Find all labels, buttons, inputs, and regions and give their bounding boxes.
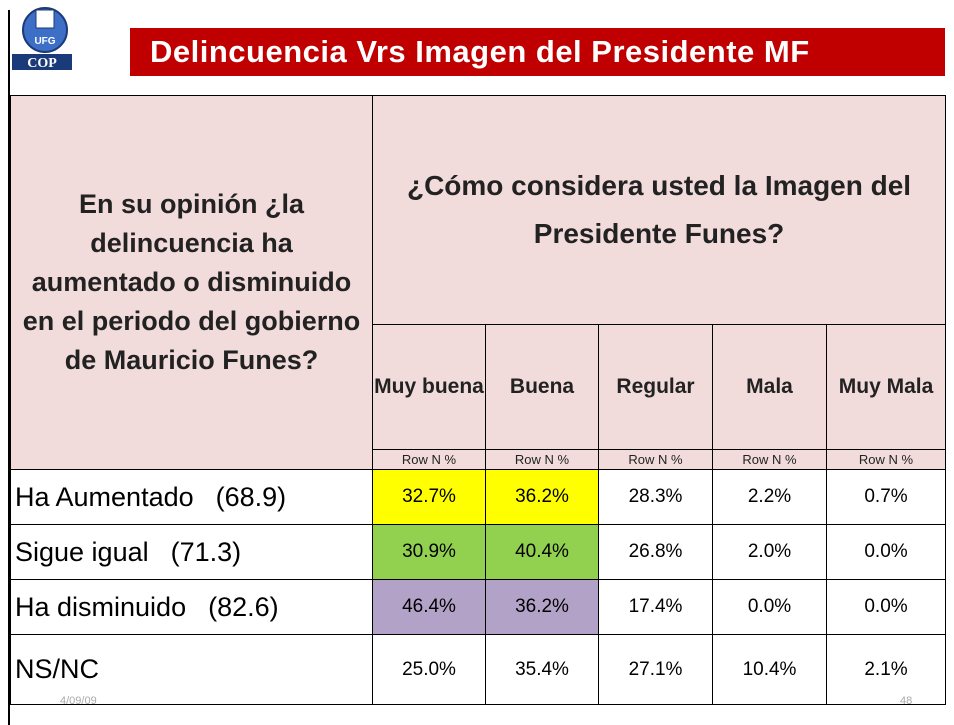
value-cell: 46.4%: [372, 579, 486, 635]
value-cell: 35.4%: [485, 634, 599, 705]
column-header: Mala: [712, 324, 827, 450]
logo-band: [12, 54, 72, 70]
logo-globe: [22, 7, 68, 53]
logo: UFG COP: [12, 7, 72, 71]
value-cell: 0.0%: [712, 579, 827, 635]
value-cell: 26.8%: [598, 524, 713, 580]
value-cell: 30.9%: [372, 524, 486, 580]
row-label-cell: NS/NC: [10, 634, 373, 705]
value-cell: 2.0%: [712, 524, 827, 580]
column-header: Muy Mala: [825, 324, 947, 450]
footer-page: 48: [900, 695, 913, 707]
value-cell: 32.7%: [372, 469, 486, 525]
value-cell: 10.4%: [712, 634, 827, 705]
logo-top: UFG: [34, 36, 55, 47]
value-cell: 0.7%: [825, 469, 947, 525]
value-cell: 36.2%: [485, 469, 599, 525]
value-cell: 27.1%: [598, 634, 713, 705]
unit-label: Row N %: [485, 449, 599, 470]
column-row: Muy buena Buena Regular Mala Muy Mala: [11, 324, 947, 450]
table-body: En su opinión ¿la delincuencia ha aument…: [10, 95, 947, 705]
header-row: En su opinión ¿la delincuencia ha aument…: [10, 95, 947, 470]
value-cell: 2.1%: [825, 634, 947, 705]
question-cell: En su opinión ¿la delincuencia ha aument…: [10, 95, 373, 470]
value-cell: 17.4%: [598, 579, 713, 635]
value-cell: 36.2%: [485, 579, 599, 635]
value-cell: 0.0%: [825, 579, 947, 635]
unit-label: Row N %: [712, 449, 827, 470]
row-score: (82.6): [208, 591, 279, 622]
logo-shield: [35, 9, 55, 29]
row-label-cell: Ha disminuido (82.6): [10, 579, 373, 635]
row-label: NS/NC: [15, 654, 100, 684]
footer-date: 4/09/09: [60, 695, 97, 707]
row-score: (71.3): [170, 536, 242, 567]
column-header: Regular: [598, 324, 713, 450]
column-header: Muy buena: [372, 324, 486, 450]
row-label-cell: Ha Aumentado (68.9): [10, 469, 373, 525]
subquestion-cell: ¿Cómo considera usted la Imagen del Pres…: [371, 95, 947, 325]
row-label: Ha disminuido: [15, 591, 187, 622]
slide-title: Delincuencia Vrs Imagen del Presidente M…: [130, 28, 945, 76]
unit-label: Row N %: [598, 449, 713, 470]
data-row: Ha disminuido (82.6) 46.4% 36.2% 17.4% 0.0% 0.…: [10, 579, 947, 635]
value-cell: 25.0%: [372, 634, 486, 705]
row-label-cell: Sigue igual (71.3): [10, 524, 373, 580]
frame-line: [8, 10, 10, 725]
value-cell: 2.2%: [712, 469, 827, 525]
row-score: (68.9): [215, 481, 287, 512]
data-row: NS/NC 25.0% 35.4% 27.1% 10.4% 2.1%: [10, 634, 947, 705]
unit-label: Row N %: [372, 449, 486, 470]
value-cell: 28.3%: [598, 469, 713, 525]
row-label: Ha Aumentado: [15, 481, 194, 512]
crosstab: En su opinión ¿la delincuencia ha aument…: [10, 95, 947, 705]
value-cell: 40.4%: [485, 524, 599, 580]
row-label: Sigue igual: [15, 536, 149, 567]
column-header: Buena: [485, 324, 599, 450]
data-row: Sigue igual (71.3) 30.9% 40.4% 26.8% 2.0% 0.0%: [10, 524, 947, 580]
value-cell: 0.0%: [825, 524, 947, 580]
unit-label: Row N %: [825, 449, 947, 470]
data-row: Ha Aumentado (68.9) 32.7% 36.2% 28.3% 2.2% 0.7…: [10, 469, 947, 525]
logo-bottom: COP: [27, 56, 57, 71]
unit-row: Row N % Row N % Row N % Row N % Row N %: [11, 449, 947, 470]
